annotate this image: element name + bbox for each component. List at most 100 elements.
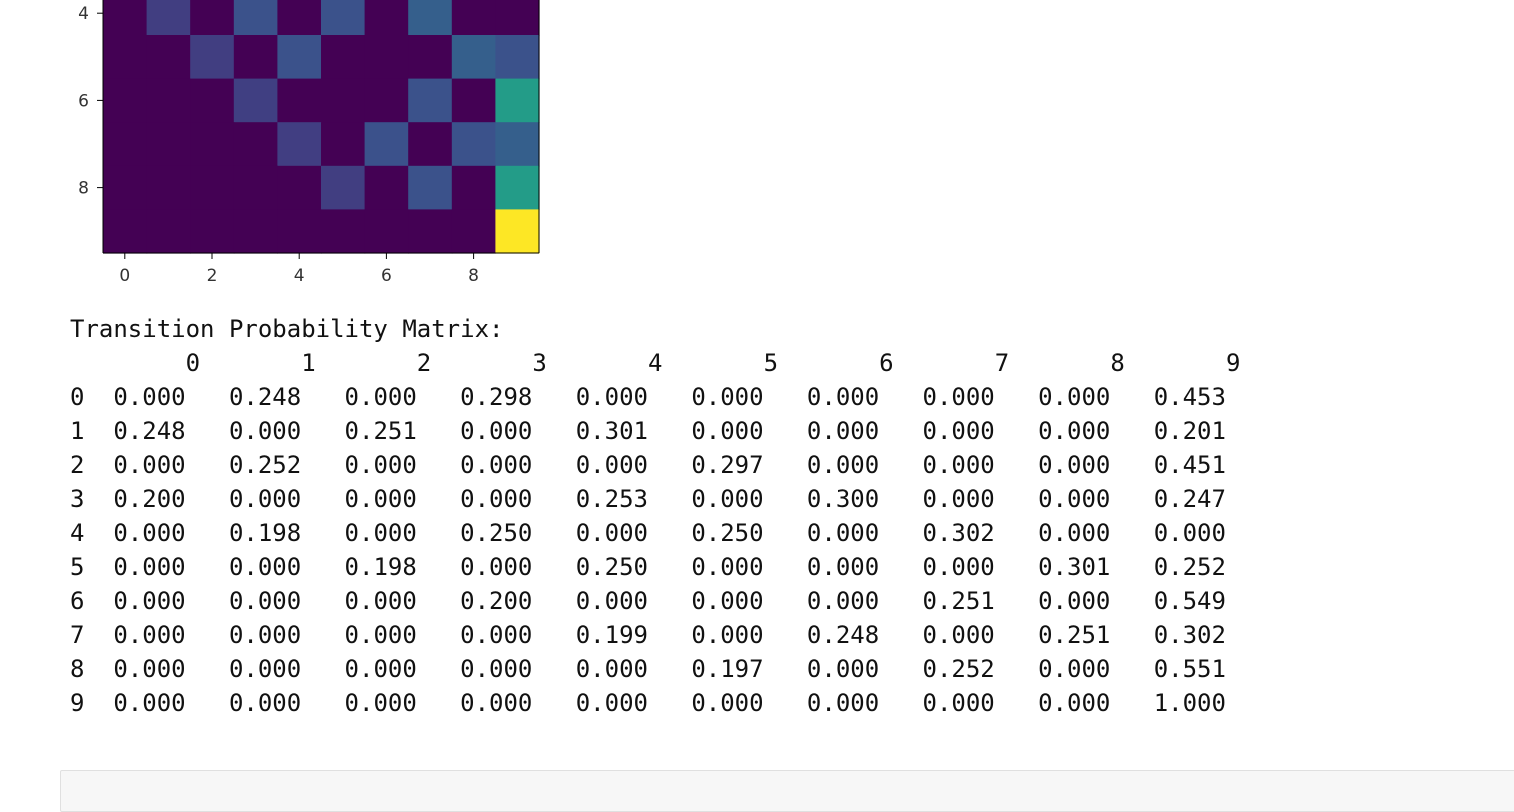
matrix-value: 0.000 (1023, 451, 1140, 479)
matrix-value: 0.000 (561, 451, 677, 479)
matrix-value: 0.000 (330, 519, 446, 547)
matrix-value: 0.551 (1139, 655, 1226, 683)
heatmap-cell (408, 0, 453, 36)
heatmap-cell (190, 165, 235, 210)
matrix-value: 0.000 (792, 553, 909, 581)
matrix-value: 0.000 (445, 655, 562, 683)
matrix-row-label: 7 (70, 621, 99, 649)
heatmap-cell (364, 35, 409, 80)
matrix-value: 0.000 (214, 689, 331, 717)
heatmap-cell (408, 209, 453, 254)
matrix-value: 0.198 (214, 519, 331, 547)
matrix-value: 0.000 (214, 621, 331, 649)
heatmap-cell (321, 35, 366, 80)
heatmap-cell (495, 0, 540, 36)
matrix-value: 0.000 (445, 417, 562, 445)
matrix-value: 0.000 (561, 519, 677, 547)
matrix-value: 0.000 (214, 417, 331, 445)
matrix-value: 0.000 (445, 451, 562, 479)
matrix-index-header (70, 346, 99, 380)
next-code-cell[interactable] (60, 770, 1514, 812)
y-tick-label: 6 (78, 91, 89, 111)
heatmap-cell (190, 122, 235, 167)
matrix-value: 0.000 (676, 417, 793, 445)
matrix-value: 1.000 (1139, 689, 1226, 717)
heatmap-cell (408, 78, 453, 123)
cell-output: Transition Probability Matrix: 0 1 2 3 4… (70, 312, 1240, 720)
matrix-value: 0.302 (1139, 621, 1226, 649)
matrix-column-header: 1 (214, 349, 331, 377)
matrix-column-header: 5 (676, 349, 793, 377)
heatmap-cell (364, 0, 409, 36)
matrix-value: 0.000 (792, 689, 909, 717)
matrix-row: 3 0.200 0.000 0.000 0.000 0.253 0.000 0.… (70, 482, 1240, 516)
heatmap-figure: 0 2 4 6 8 4 6 8 (78, 0, 540, 286)
matrix-value: 0.253 (561, 485, 677, 513)
matrix-row-label: 6 (70, 587, 99, 615)
matrix-value: 0.000 (214, 655, 331, 683)
heatmap-cell (364, 78, 409, 123)
heatmap-cell (408, 122, 453, 167)
matrix-value: 0.000 (330, 485, 446, 513)
matrix-value: 0.200 (98, 485, 215, 513)
matrix-value: 0.000 (561, 689, 677, 717)
matrix-value: 0.000 (98, 655, 215, 683)
heatmap-cell (146, 122, 191, 167)
matrix-value: 0.000 (98, 451, 215, 479)
heatmap-cell (103, 165, 148, 210)
matrix-value: 0.000 (792, 655, 909, 683)
matrix-value: 0.000 (330, 689, 446, 717)
matrix-value: 0.000 (98, 689, 215, 717)
matrix-value: 0.000 (792, 587, 909, 615)
matrix-value: 0.252 (214, 451, 331, 479)
heatmap-cell (321, 209, 366, 254)
matrix-value: 0.000 (98, 383, 215, 411)
matrix-value: 0.000 (676, 383, 793, 411)
matrix-row-label: 5 (70, 553, 99, 581)
matrix-value: 0.000 (908, 417, 1024, 445)
matrix-value: 0.297 (676, 451, 793, 479)
heatmap-cell (233, 165, 278, 210)
matrix-value: 0.199 (561, 621, 677, 649)
matrix-row: 8 0.000 0.000 0.000 0.000 0.000 0.197 0.… (70, 652, 1240, 686)
matrix-value: 0.000 (214, 485, 331, 513)
heatmap-cell (321, 78, 366, 123)
matrix-value: 0.000 (214, 553, 331, 581)
heatmap-cell (321, 122, 366, 167)
matrix-row: 7 0.000 0.000 0.000 0.000 0.199 0.000 0.… (70, 618, 1240, 652)
heatmap-cell (233, 35, 278, 80)
matrix-column-header: 7 (908, 349, 1024, 377)
matrix-value: 0.549 (1139, 587, 1226, 615)
matrix-value: 0.250 (445, 519, 562, 547)
matrix-value: 0.251 (908, 587, 1024, 615)
matrix-value: 0.000 (561, 587, 677, 615)
matrix-row: 5 0.000 0.000 0.198 0.000 0.250 0.000 0.… (70, 550, 1240, 584)
matrix-column-header: 4 (561, 349, 677, 377)
matrix-value: 0.000 (98, 587, 215, 615)
heatmap-cell (277, 0, 322, 36)
matrix-value: 0.248 (98, 417, 215, 445)
matrix-value: 0.000 (908, 485, 1024, 513)
heatmap-cell (451, 165, 496, 210)
matrix-value: 0.000 (330, 655, 446, 683)
matrix-column-header: 3 (445, 349, 562, 377)
matrix-value: 0.000 (676, 553, 793, 581)
matrix-value: 0.000 (214, 587, 331, 615)
heatmap-cell (451, 35, 496, 80)
matrix-value: 0.301 (1023, 553, 1140, 581)
heatmap-cell (408, 35, 453, 80)
matrix-row: 2 0.000 0.252 0.000 0.000 0.000 0.297 0.… (70, 448, 1240, 482)
matrix-value: 0.000 (330, 383, 446, 411)
matrix-value: 0.000 (98, 553, 215, 581)
heatmap-cell (495, 35, 540, 80)
matrix-value: 0.453 (1139, 383, 1226, 411)
heatmap-cells (103, 0, 540, 254)
matrix-value: 0.251 (330, 417, 446, 445)
x-tick-label: 2 (207, 266, 218, 286)
matrix-value: 0.000 (561, 655, 677, 683)
matrix-column-header: 8 (1023, 349, 1140, 377)
matrix-value: 0.000 (676, 689, 793, 717)
heatmap-cell (146, 78, 191, 123)
matrix-value: 0.000 (1023, 689, 1140, 717)
heatmap-cell (233, 78, 278, 123)
